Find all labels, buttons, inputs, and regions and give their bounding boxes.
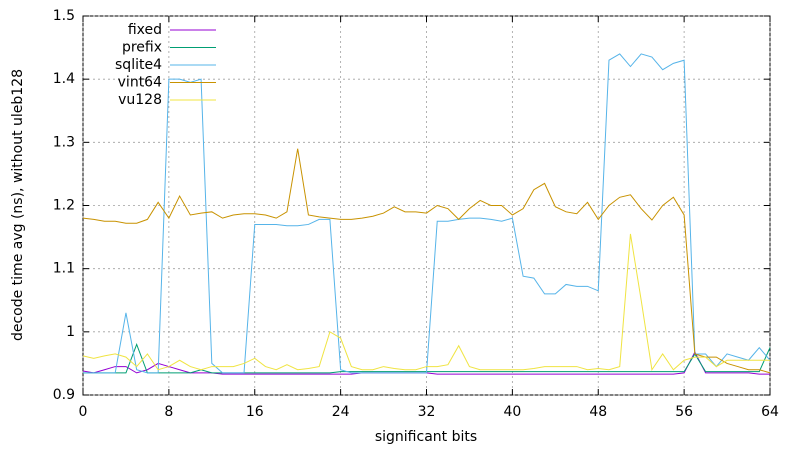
legend-label: prefix [122, 40, 162, 56]
y-tick-label: 1.2 [53, 198, 75, 214]
legend-label: sqlite4 [115, 57, 162, 73]
legend-label: vu128 [118, 92, 162, 108]
x-tick-label: 16 [246, 404, 264, 420]
x-tick-label: 0 [79, 404, 88, 420]
x-axis-label: significant bits [375, 429, 477, 445]
y-tick-label: 1.1 [53, 261, 75, 277]
legend-label: vint64 [118, 75, 162, 91]
y-tick-label: 1.4 [53, 71, 75, 87]
x-tick-label: 8 [164, 404, 173, 420]
y-tick-label: 1.5 [53, 8, 75, 24]
legend-label: fixed [128, 22, 162, 38]
x-tick-label: 56 [675, 404, 693, 420]
y-tick-label: 0.9 [53, 387, 75, 403]
x-tick-label: 40 [503, 404, 521, 420]
y-tick-label: 1 [66, 324, 75, 340]
y-tick-label: 1.3 [53, 134, 75, 150]
x-tick-label: 32 [418, 404, 436, 420]
series-line [82, 233, 770, 372]
x-tick-label: 48 [589, 404, 607, 420]
y-axis-label: decode time avg (ns), without uleb128 [10, 69, 26, 341]
series-line [82, 148, 771, 374]
x-tick-label: 24 [332, 404, 350, 420]
series-line [83, 53, 771, 374]
x-tick-label: 64 [761, 404, 779, 420]
